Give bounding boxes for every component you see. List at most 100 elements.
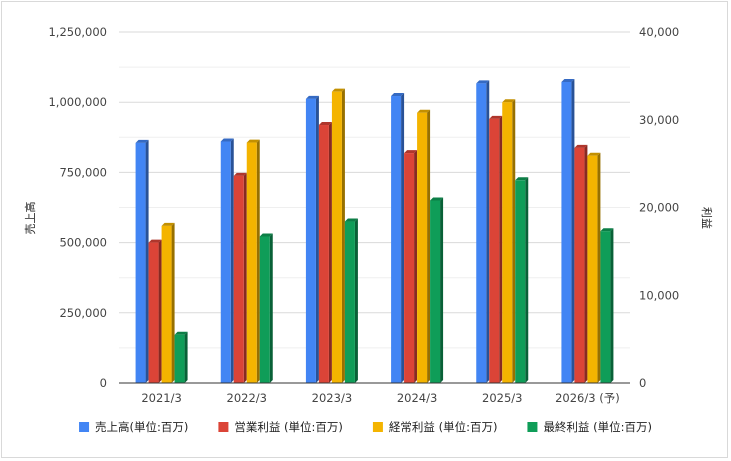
bar-side xyxy=(230,138,234,383)
bar-side xyxy=(401,93,405,383)
gridlines xyxy=(119,31,630,349)
bar xyxy=(391,93,405,383)
bar-top xyxy=(391,93,405,97)
left-y-tick-label: 0 xyxy=(100,376,107,390)
bar-top xyxy=(318,122,332,126)
x-tick-label: 2022/3 xyxy=(227,391,267,405)
legend-swatch xyxy=(527,422,538,432)
bar xyxy=(430,197,444,383)
bar xyxy=(489,115,503,383)
legend-label: 営業利益 (単位:百万) xyxy=(234,420,343,434)
bar-side xyxy=(512,99,516,383)
bar-side xyxy=(597,152,601,383)
bar-top xyxy=(246,139,260,143)
bar-top xyxy=(344,218,358,222)
bar-top xyxy=(161,222,175,226)
bar-front xyxy=(161,225,172,383)
bar-side xyxy=(427,109,431,383)
legend-label: 経常利益 (単位:百万) xyxy=(389,420,498,434)
bar-top xyxy=(515,177,529,181)
bar-side xyxy=(184,331,188,383)
bar-side xyxy=(571,78,575,384)
right-y-tick-label: 10,000 xyxy=(639,288,679,302)
bar-side xyxy=(145,139,149,383)
bar-front xyxy=(331,91,342,384)
legend-label: 最終利益 (単位:百万) xyxy=(543,420,652,434)
bar-top xyxy=(331,88,345,92)
left-y-tick-label: 500,000 xyxy=(59,236,107,250)
bar-front xyxy=(430,200,441,383)
legend-swatch xyxy=(79,422,90,432)
bar-top xyxy=(148,239,162,243)
bar-front xyxy=(135,142,146,383)
legend-swatch xyxy=(372,422,383,432)
bar xyxy=(574,144,588,383)
x-tick-label: 2025/3 xyxy=(482,391,522,405)
legend-swatch xyxy=(218,422,229,432)
bar-top xyxy=(233,172,247,176)
x-tick-label: 2024/3 xyxy=(397,391,437,405)
bar xyxy=(515,177,529,383)
bar xyxy=(305,95,319,384)
bar-side xyxy=(354,218,358,383)
bar xyxy=(344,218,358,383)
bar-top xyxy=(561,78,575,82)
bar-front xyxy=(246,142,257,383)
right-y-tick-labels: 0 10,000 20,000 30,000 40,000 xyxy=(639,25,679,390)
bar xyxy=(135,139,149,383)
left-y-tick-label: 750,000 xyxy=(59,165,107,179)
bar-front xyxy=(318,125,329,383)
bar-front xyxy=(515,180,526,383)
bar xyxy=(417,109,431,383)
bar-front xyxy=(587,155,598,383)
bar-side xyxy=(315,95,319,384)
bar-side xyxy=(158,239,162,383)
legend-item: 売上高(単位:百万) xyxy=(79,420,188,434)
right-y-tick-label: 0 xyxy=(639,376,646,390)
bar-front xyxy=(502,102,513,383)
x-tick-label: 2023/3 xyxy=(312,391,352,405)
bar-front xyxy=(174,334,185,383)
bar-side xyxy=(171,222,175,383)
bar-front xyxy=(220,141,231,383)
bar-top xyxy=(220,138,234,142)
bar-side xyxy=(414,150,418,383)
bar-front xyxy=(417,112,428,383)
bar-side xyxy=(328,122,332,383)
bar-side xyxy=(486,80,490,383)
legend-label: 売上高(単位:百万) xyxy=(95,420,188,434)
bar xyxy=(476,80,490,383)
y-axis-title-left: 売上高 xyxy=(23,202,37,235)
bar-top xyxy=(305,95,319,99)
legend-item: 経常利益 (単位:百万) xyxy=(372,420,498,434)
bar-front xyxy=(561,81,572,384)
left-y-tick-label: 250,000 xyxy=(59,306,107,320)
bar-front xyxy=(404,153,415,383)
bar-front xyxy=(259,236,270,383)
bar xyxy=(331,88,345,384)
right-y-tick-label: 40,000 xyxy=(639,25,679,39)
bar xyxy=(600,228,614,383)
bar-top xyxy=(417,109,431,113)
right-y-tick-label: 30,000 xyxy=(639,113,679,127)
bar xyxy=(174,331,188,383)
left-y-tick-label: 1,250,000 xyxy=(48,25,107,39)
y-axis-title-right: 利益 xyxy=(700,207,714,229)
bar-side xyxy=(584,144,588,383)
bar-front xyxy=(600,231,611,383)
bar-top xyxy=(574,144,588,148)
bar xyxy=(259,233,273,383)
bar xyxy=(148,239,162,383)
bar-side xyxy=(499,115,503,383)
bar-front xyxy=(476,83,487,383)
bar xyxy=(246,139,260,383)
bar-front xyxy=(148,242,159,383)
bar xyxy=(561,78,575,384)
bar-top xyxy=(587,152,601,156)
bar-top xyxy=(600,228,614,232)
x-tick-label: 2026/3 (予) xyxy=(555,391,620,405)
bar-front xyxy=(344,221,355,383)
bar-side xyxy=(525,177,529,383)
bar-top xyxy=(430,197,444,201)
bars xyxy=(135,78,614,384)
